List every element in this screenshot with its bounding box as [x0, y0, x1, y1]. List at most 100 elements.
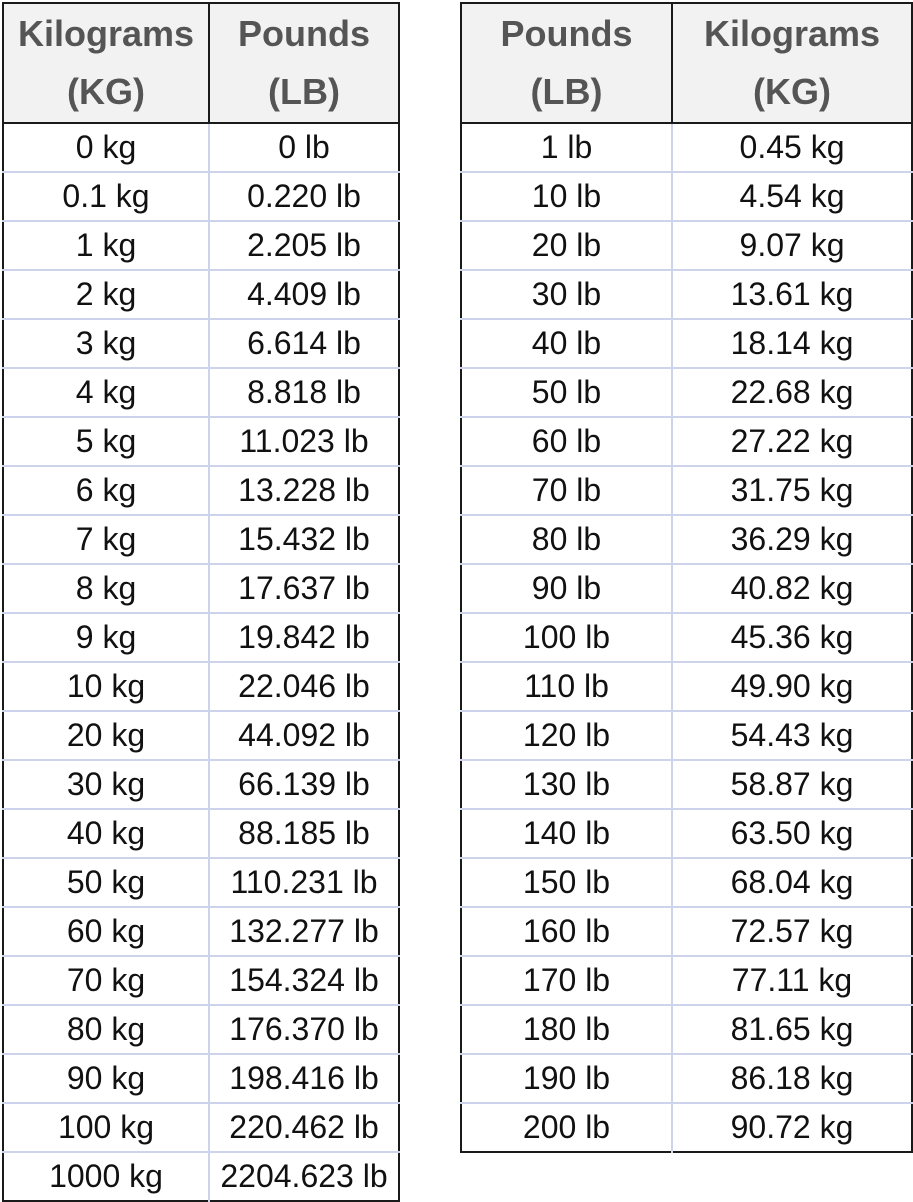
from-value-cell: 6 kg: [3, 466, 209, 516]
to-value-cell: 9.07 kg: [671, 221, 912, 271]
from-value-cell: 70 lb: [461, 466, 672, 516]
from-value-cell: 70 kg: [3, 956, 209, 1006]
to-value-cell: 18.14 kg: [671, 319, 912, 369]
to-value-cell: 198.416 lb: [208, 1054, 399, 1104]
table-row: 160 lb 72.57 kg: [461, 907, 912, 957]
to-value-cell: 110.231 lb: [208, 858, 399, 908]
to-value-cell: 15.432 lb: [208, 515, 399, 565]
from-value-cell: 80 kg: [3, 1005, 209, 1055]
from-value-cell: 190 lb: [461, 1054, 672, 1104]
table-row: 0 kg 0 lb: [3, 123, 399, 173]
from-value-cell: 5 kg: [3, 417, 209, 467]
to-value-cell: 40.82 kg: [671, 564, 912, 614]
kilograms-column-header: Kilograms (KG): [671, 3, 912, 124]
to-value-cell: 17.637 lb: [208, 564, 399, 614]
from-value-cell: 30 lb: [461, 270, 672, 320]
to-value-cell: 0.220 lb: [208, 172, 399, 222]
table-row: 60 lb 27.22 kg: [461, 417, 912, 467]
to-value-cell: 13.228 lb: [208, 466, 399, 516]
from-value-cell: 180 lb: [461, 1005, 672, 1055]
table-row: 190 lb 86.18 kg: [461, 1054, 912, 1104]
to-value-cell: 176.370 lb: [208, 1005, 399, 1055]
from-value-cell: 30 kg: [3, 760, 209, 810]
table-row: 100 kg 220.462 lb: [3, 1103, 399, 1153]
table-row: 1 kg 2.205 lb: [3, 221, 399, 271]
kilograms-column-header: Kilograms (KG): [3, 3, 209, 124]
from-value-cell: 20 lb: [461, 221, 672, 271]
to-value-cell: 68.04 kg: [671, 858, 912, 908]
header-unit: (KG): [67, 71, 145, 112]
from-value-cell: 2 kg: [3, 270, 209, 320]
table-row: 40 kg 88.185 lb: [3, 809, 399, 859]
to-value-cell: 4.409 lb: [208, 270, 399, 320]
table-row: 0.1 kg 0.220 lb: [3, 172, 399, 222]
table-row: 150 lb 68.04 kg: [461, 858, 912, 908]
table-row: 170 lb 77.11 kg: [461, 956, 912, 1006]
from-value-cell: 20 kg: [3, 711, 209, 761]
to-value-cell: 8.818 lb: [208, 368, 399, 418]
table-row: 50 lb 22.68 kg: [461, 368, 912, 418]
table-row: 8 kg 17.637 lb: [3, 564, 399, 614]
table-row: 4 kg 8.818 lb: [3, 368, 399, 418]
to-value-cell: 44.092 lb: [208, 711, 399, 761]
table-row: 20 kg 44.092 lb: [3, 711, 399, 761]
from-value-cell: 0 kg: [3, 123, 209, 173]
table-row: 30 lb 13.61 kg: [461, 270, 912, 320]
header-line: Pounds: [500, 13, 633, 54]
table-row: 60 kg 132.277 lb: [3, 907, 399, 957]
header-row: Pounds (LB) Kilograms (KG): [461, 3, 912, 124]
table-row: 1 lb 0.45 kg: [461, 123, 912, 173]
to-value-cell: 0 lb: [208, 123, 399, 173]
table-row: 110 lb 49.90 kg: [461, 662, 912, 712]
table-row: 20 lb 9.07 kg: [461, 221, 912, 271]
from-value-cell: 140 lb: [461, 809, 672, 859]
to-value-cell: 11.023 lb: [208, 417, 399, 467]
table-row: 80 kg 176.370 lb: [3, 1005, 399, 1055]
to-value-cell: 81.65 kg: [671, 1005, 912, 1055]
from-value-cell: 1 lb: [461, 123, 672, 173]
from-value-cell: 120 lb: [461, 711, 672, 761]
kg-to-lb-body: 0 kg 0 lb 0.1 kg 0.220 lb 1 kg 2.205 lb 2 kg 4.…: [3, 123, 399, 1201]
to-value-cell: 0.45 kg: [671, 123, 912, 173]
to-value-cell: 54.43 kg: [671, 711, 912, 761]
table-row: 9 kg 19.842 lb: [3, 613, 399, 663]
from-value-cell: 170 lb: [461, 956, 672, 1006]
from-value-cell: 100 kg: [3, 1103, 209, 1153]
header-unit: (KG): [753, 71, 831, 112]
to-value-cell: 132.277 lb: [208, 907, 399, 957]
from-value-cell: 1 kg: [3, 221, 209, 271]
from-value-cell: 0.1 kg: [3, 172, 209, 222]
to-value-cell: 22.68 kg: [671, 368, 912, 418]
to-value-cell: 27.22 kg: [671, 417, 912, 467]
from-value-cell: 110 lb: [461, 662, 672, 712]
to-value-cell: 58.87 kg: [671, 760, 912, 810]
to-value-cell: 90.72 kg: [671, 1103, 912, 1152]
table-row: 90 kg 198.416 lb: [3, 1054, 399, 1104]
from-value-cell: 50 kg: [3, 858, 209, 908]
header-line: Kilograms: [703, 13, 881, 54]
table-row: 6 kg 13.228 lb: [3, 466, 399, 516]
from-value-cell: 9 kg: [3, 613, 209, 663]
table-row: 130 lb 58.87 kg: [461, 760, 912, 810]
to-value-cell: 2.205 lb: [208, 221, 399, 271]
to-value-cell: 45.36 kg: [671, 613, 912, 663]
to-value-cell: 88.185 lb: [208, 809, 399, 859]
to-value-cell: 66.139 lb: [208, 760, 399, 810]
from-value-cell: 8 kg: [3, 564, 209, 614]
table-row: 10 lb 4.54 kg: [461, 172, 912, 222]
pounds-column-header: Pounds (LB): [461, 3, 672, 124]
table-row: 1000 kg 2204.623 lb: [3, 1152, 399, 1201]
table-row: 140 lb 63.50 kg: [461, 809, 912, 859]
to-value-cell: 77.11 kg: [671, 956, 912, 1006]
table-row: 90 lb 40.82 kg: [461, 564, 912, 614]
from-value-cell: 130 lb: [461, 760, 672, 810]
header-line: Pounds: [238, 13, 370, 54]
from-value-cell: 90 lb: [461, 564, 672, 614]
to-value-cell: 31.75 kg: [671, 466, 912, 516]
from-value-cell: 7 kg: [3, 515, 209, 565]
table-row: 120 lb 54.43 kg: [461, 711, 912, 761]
from-value-cell: 60 kg: [3, 907, 209, 957]
from-value-cell: 40 lb: [461, 319, 672, 369]
from-value-cell: 50 lb: [461, 368, 672, 418]
table-row: 80 lb 36.29 kg: [461, 515, 912, 565]
